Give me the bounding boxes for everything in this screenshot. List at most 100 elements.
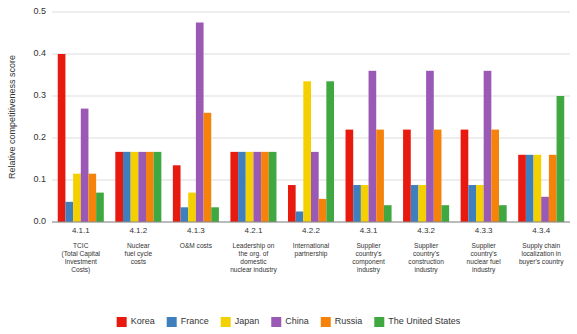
bar [468,185,476,222]
bar [296,212,304,223]
grid-line [52,54,570,55]
annotation: Internationalpartnership [293,242,330,258]
bar [269,152,277,222]
x-tick-label: 4.3.2 [417,226,435,235]
y-tick-label: 0.5 [33,6,46,16]
bar [181,207,189,222]
bar [303,81,311,222]
legend-label: Russia [335,316,363,326]
bar [384,205,392,222]
y-axis-label: Relative competitiveness score [7,55,17,179]
bar [188,193,196,222]
grid-line [52,222,570,223]
bar [403,130,411,222]
annotation: TCIC(Total CapitalInvestmentCosts) [62,242,101,274]
x-axis-line [52,222,570,223]
bar [196,23,204,223]
bar [434,130,442,222]
bar [441,205,449,222]
annotation: Suppliercountry'snuclear fuelindustry [467,242,502,274]
x-tick-label: 4.1.1 [72,226,90,235]
legend-item: China [271,316,309,327]
bar [261,152,269,222]
x-tick-label: 4.2.2 [302,226,320,235]
bar [353,185,361,222]
legend-item: France [167,316,209,327]
bar [499,205,507,222]
y-tick-label: 0.2 [33,132,46,142]
legend-swatch [321,317,331,327]
bar [96,193,104,222]
bar [369,71,377,222]
bar [319,199,327,222]
bar [461,130,469,222]
bar [361,185,369,222]
annotation: Nuclearfuel cyclecosts [125,242,153,265]
legend-swatch [117,317,127,327]
legend-label: Korea [131,316,155,326]
annotation: Supply chainlocalization inbuyer's count… [519,242,564,266]
annotation: Leadership onthe org. ofdomesticnuclear … [230,242,277,274]
bar [115,152,123,222]
bar [173,165,181,222]
bar [81,109,89,222]
bar [346,130,354,222]
legend-item: Japan [221,316,260,327]
annotations: TCIC(Total CapitalInvestmentCosts) Nuclea… [62,242,565,274]
annotation: Suppliercountry'scomponentindustry [352,242,385,274]
x-tick-label: 4.3.1 [360,226,378,235]
y-tick-label: 0.3 [33,90,46,100]
bar [138,152,146,222]
bar [154,152,162,222]
bar [58,54,66,222]
bar [426,71,434,222]
legend-label: The United States [388,316,461,326]
bar [230,152,238,222]
bar [476,185,484,222]
y-tick-label: 0.0 [33,216,46,226]
bar [88,174,96,222]
bar [418,185,426,222]
bar [253,152,261,222]
x-axis: 4.1.1 4.1.2 4.1.3 4.2.1 4.2.2 4.3.1 4.3.2 4.3.3… [72,226,551,235]
legend-swatch [374,317,384,327]
x-tick-label: 4.1.2 [129,226,147,235]
grid-line [52,12,570,13]
bar [204,113,212,222]
x-tick-label: 4.3.3 [475,226,493,235]
bar [211,207,219,222]
annotation: O&M costs [180,242,213,249]
bar [541,197,549,222]
bar [123,152,131,222]
x-tick-label: 4.1.3 [187,226,205,235]
bar [484,71,492,222]
x-tick-label: 4.2.1 [245,226,263,235]
legend-label: Japan [235,316,260,326]
legend-item: The United States [374,316,461,327]
bar [311,152,319,222]
bar [411,185,419,222]
legend-label: France [181,316,209,326]
legend-item: Korea [117,316,155,327]
bars [58,23,564,223]
legend-swatch [167,317,177,327]
bar [557,96,565,222]
bar [146,152,154,222]
y-tick-label: 0.1 [33,174,46,184]
legend-item: Russia [321,316,363,327]
legend-label: China [285,316,309,326]
bar [326,81,334,222]
bar [73,174,81,222]
legend-swatch [221,317,231,327]
bar [246,152,254,222]
bar [534,155,542,222]
annotation: Suppliercountry'sconstructionindustry [408,242,444,274]
bar [131,152,139,222]
bar [549,155,557,222]
bar [238,152,246,222]
bar [65,202,73,222]
legend: Korea France Japan China Russia The United St… [117,316,461,327]
bar [518,155,526,222]
legend-swatch [271,317,281,327]
bar [526,155,534,222]
